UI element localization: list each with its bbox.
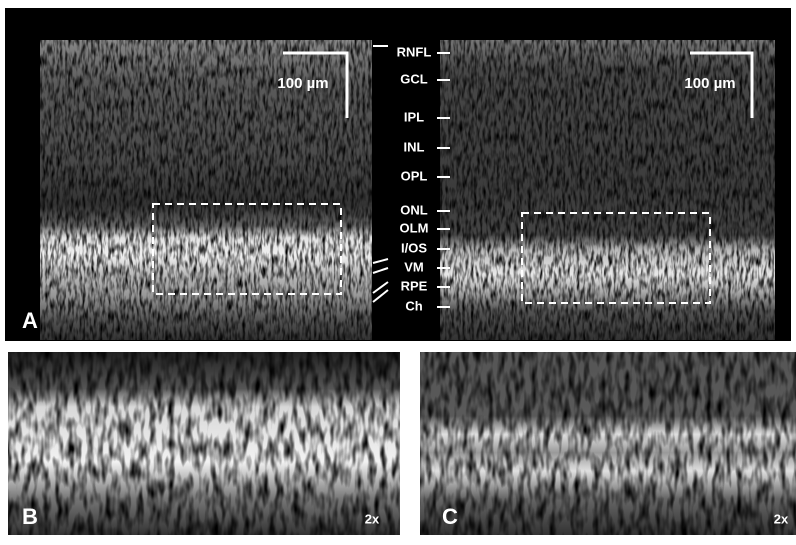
layer-label: Ch — [405, 298, 422, 313]
panel-label: A — [22, 308, 38, 333]
layer-label: RPE — [401, 278, 428, 293]
layer-label: ONL — [400, 202, 428, 217]
panel-label: B — [22, 504, 38, 529]
layer-label: I/OS — [401, 240, 427, 255]
layer-label: OPL — [401, 168, 428, 183]
speckle-c — [420, 352, 796, 535]
magnification-label: 2x — [774, 511, 789, 526]
layer-label: IPL — [404, 109, 424, 124]
layer-label: OLM — [400, 220, 429, 235]
figure: 100 µm 100 µm RNFL GCL IPL INL OPL ONL OLM I/OS… — [0, 0, 796, 540]
layer-label: GCL — [400, 71, 428, 86]
layer-label: RNFL — [397, 44, 432, 59]
scale-bar-label: 100 µm — [684, 75, 735, 92]
magnification-label: 2x — [365, 511, 380, 526]
scale-bar-label: 100 µm — [277, 75, 328, 92]
layer-label: VM — [404, 259, 424, 274]
panel-label: C — [442, 504, 458, 529]
layer-label: INL — [404, 139, 425, 154]
page: 100 µm 100 µm RNFL GCL IPL INL OPL ONL OLM I/OS… — [0, 0, 796, 540]
speckle-b — [8, 352, 400, 535]
